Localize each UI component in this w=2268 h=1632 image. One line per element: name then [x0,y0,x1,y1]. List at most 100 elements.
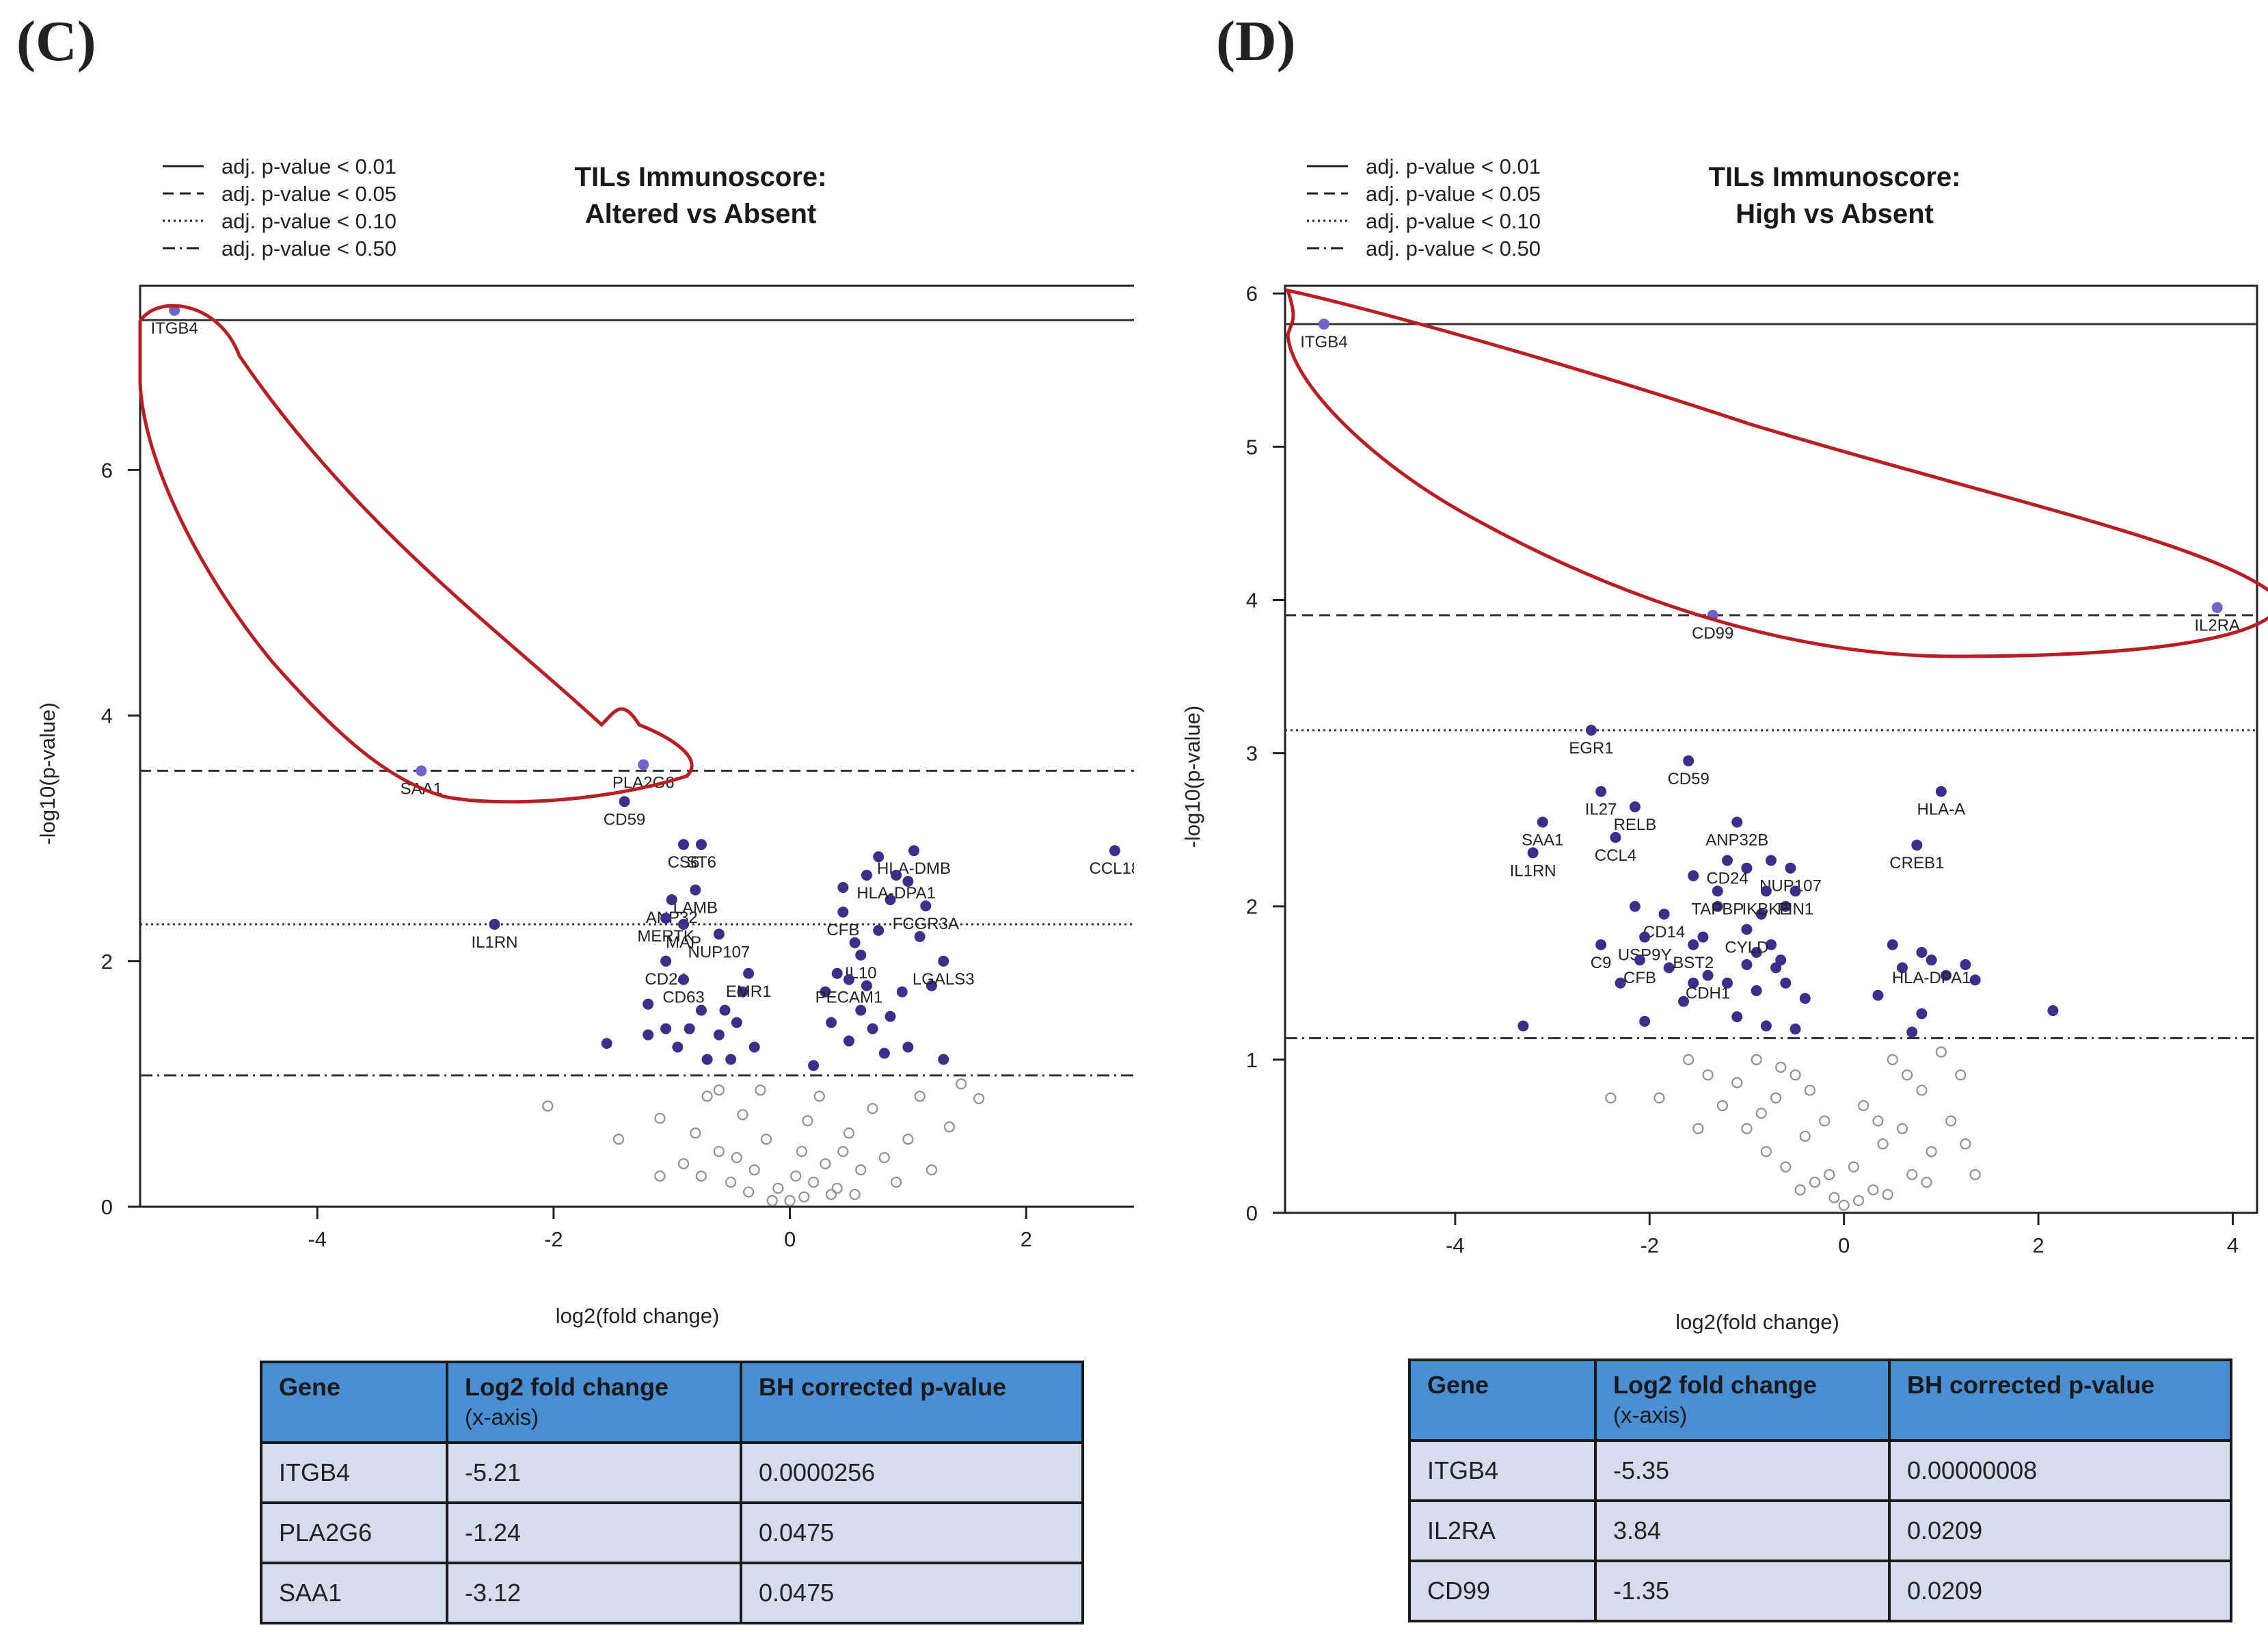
sig-point [695,1004,707,1016]
nonsig-point [1916,1084,1928,1096]
gene-point [2211,602,2223,613]
nonsig-point [612,1134,625,1145]
volcano-plot-high-vs-absent: adj. p-value < 0.01 adj. p-value < 0.05 ad… [1180,155,2268,1334]
nonsig-point [731,1152,742,1164]
sig-point [902,876,914,887]
nonsig-point [1867,1184,1879,1196]
gene-point [843,974,854,985]
header-gene: Gene [1408,1359,1597,1442]
nonsig-point [808,1176,820,1188]
sig-point [719,1004,731,1016]
gene-point [1537,816,1548,828]
nonsig-point [867,1103,878,1114]
sig-point [643,998,654,1010]
gene-point [1585,724,1597,736]
gene-label: LAMB [673,899,718,918]
sig-point [1517,1020,1529,1032]
nonsig-point [1955,1069,1967,1081]
gene-label: ITGB4 [1300,333,1347,351]
header-log2fc: Log2 fold change (x-axis) [446,1361,742,1444]
y-tick-label: 0 [1246,1201,1258,1225]
table-row: CD99 -1.35 0.0209 [1408,1560,2232,1622]
x-axis-label: log2(fold change) [556,1304,720,1328]
gene-point [908,845,920,857]
x-tick-label: 2 [1021,1227,1032,1251]
gene-label: SAA1 [1522,831,1563,849]
header-gene: Gene [260,1361,448,1444]
nonsig-point [742,1186,755,1198]
cell-pvalue: 0.0475 [740,1501,1084,1564]
x-tick-label: -2 [544,1227,563,1251]
nonsig-point [798,1191,810,1203]
nonsig-point [914,1091,926,1102]
gene-label: CFB [1623,969,1656,987]
cell-pvalue: 0.0000256 [740,1441,1084,1504]
y-tick-label: 2 [101,950,113,974]
y-axis-label: -log10(p-value) [36,702,59,845]
sig-point [896,986,908,998]
gene-point [1722,855,1733,866]
table-row: IL2RA 3.84 0.0209 [1408,1499,2232,1562]
nonsig-point [825,1188,837,1201]
sig-point [2047,1005,2059,1017]
sig-point [855,1004,867,1016]
sig-point [861,980,872,991]
sig-point [672,1041,684,1053]
gene-label: BST2 [1673,954,1714,972]
sig-point [1688,977,1699,989]
y-tick-label: 2 [1246,895,1258,919]
nonsig-point [701,1091,713,1102]
gene-point [1712,885,1723,897]
nonsig-point [1877,1138,1889,1150]
sig-point [1688,870,1699,881]
sig-point [1639,1015,1651,1027]
nonsig-point [1692,1123,1704,1134]
gene-label: IL1RN [1510,861,1556,880]
nonsig-point [1770,1092,1782,1104]
nonsig-point [1848,1161,1859,1173]
gene-label: CREB1 [1889,854,1944,872]
sig-point [1790,1024,1801,1035]
sig-point [1751,985,1762,997]
gene-label: CCL4 [1595,846,1636,865]
sig-point [1697,931,1709,943]
nonsig-point [1809,1177,1821,1188]
gene-label: CD24 [1706,869,1748,887]
nonsig-point [1852,1194,1865,1207]
cell-gene: IL2RA [1408,1499,1597,1562]
gene-label: MERTK [637,927,694,946]
gene-label: C9 [1591,954,1612,972]
nonsig-point [1828,1192,1840,1203]
header-log2fc-sub: (x-axis) [465,1404,539,1430]
gene-point [678,839,690,851]
sig-point [731,1017,742,1028]
sig-point [1766,855,1777,866]
gene-label: LGALS3 [913,970,975,989]
gene-point [619,796,630,807]
nonsig-point [748,1164,760,1176]
nonsig-point [737,1109,748,1121]
sig-point [914,931,926,942]
nonsig-point [1804,1084,1815,1096]
nonsig-point [1926,1146,1937,1158]
sig-point [643,1029,654,1041]
x-tick-label: -2 [1640,1233,1659,1257]
nonsig-point [1653,1092,1665,1104]
table-row: SAA1 -3.12 0.0475 [260,1562,1084,1624]
gene-label: IKBKE [1742,900,1791,918]
y-tick-label: 4 [1246,588,1258,612]
sig-point [1916,946,1928,958]
sig-point [849,937,861,948]
table-row: PLA2G6 -1.24 0.0475 [260,1501,1084,1564]
sig-point [826,1017,837,1028]
gene-label: CDH1 [1686,985,1730,1003]
gene-point [1785,862,1796,874]
sig-point [808,1060,820,1071]
nonsig-point [1901,1069,1913,1081]
gene-point [1639,931,1651,943]
y-tick-label: 0 [101,1195,113,1219]
gene-label: HLA-DMB [877,859,951,878]
nonsig-point [1716,1100,1729,1112]
gene-point [1688,939,1699,950]
nonsig-point [956,1078,967,1090]
